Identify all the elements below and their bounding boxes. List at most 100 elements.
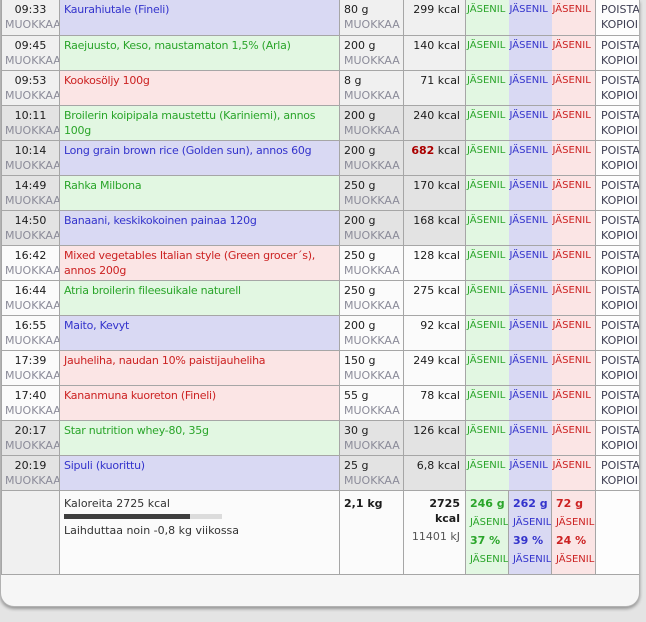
copy-link[interactable]: KOPIOI bbox=[601, 438, 639, 452]
edit-link[interactable]: MUOKKAA bbox=[5, 53, 60, 67]
members-link[interactable]: JÄSENIL bbox=[467, 459, 506, 471]
edit-link[interactable]: MUOKKAA bbox=[344, 438, 400, 452]
food-name-link[interactable]: Atria broilerin fileesuikale naturell bbox=[64, 283, 241, 297]
delete-link[interactable]: POISTA bbox=[601, 353, 640, 367]
members-link[interactable]: JÄSENIL bbox=[509, 354, 548, 366]
members-link[interactable]: JÄSENIL bbox=[467, 179, 506, 191]
edit-link[interactable]: MUOKKAA bbox=[5, 123, 60, 137]
edit-link[interactable]: MUOKKAA bbox=[344, 53, 400, 67]
members-link[interactable]: JÄSENIL bbox=[509, 144, 548, 156]
members-link[interactable]: JÄSENIL bbox=[552, 144, 591, 156]
delete-link[interactable]: POISTA bbox=[601, 178, 640, 192]
copy-link[interactable]: KOPIOI bbox=[601, 473, 639, 487]
edit-link[interactable]: MUOKKAA bbox=[5, 473, 60, 487]
edit-link[interactable]: MUOKKAA bbox=[344, 298, 400, 312]
delete-link[interactable]: POISTA bbox=[601, 248, 640, 262]
delete-link[interactable]: POISTA bbox=[601, 143, 640, 157]
members-link[interactable]: JÄSENIL bbox=[467, 249, 506, 261]
members-link[interactable]: JÄSENIL bbox=[509, 74, 548, 86]
food-name-link[interactable]: Mixed vegetables Italian style (Green gr… bbox=[64, 248, 316, 277]
members-link[interactable]: JÄSENIL bbox=[509, 459, 548, 471]
members-link[interactable]: JÄSENIL bbox=[467, 354, 506, 366]
edit-link[interactable]: MUOKKAA bbox=[5, 18, 60, 31]
food-name-link[interactable]: Kookosöljy 100g bbox=[64, 73, 150, 87]
members-link[interactable]: JÄSENIL bbox=[552, 109, 591, 121]
members-link[interactable]: JÄSENIL bbox=[467, 319, 506, 331]
members-link[interactable]: JÄSENIL bbox=[552, 319, 591, 331]
members-link[interactable]: JÄSENIL bbox=[552, 424, 591, 436]
members-link[interactable]: JÄSENIL bbox=[509, 214, 548, 226]
copy-link[interactable]: KOPIOI bbox=[601, 298, 639, 312]
members-link[interactable]: JÄSENIL bbox=[470, 516, 509, 528]
edit-link[interactable]: MUOKKAA bbox=[344, 158, 400, 172]
edit-link[interactable]: MUOKKAA bbox=[5, 403, 60, 417]
members-link[interactable]: JÄSENIL bbox=[467, 39, 506, 51]
members-link[interactable]: JÄSENIL bbox=[552, 249, 591, 261]
edit-link[interactable]: MUOKKAA bbox=[344, 263, 400, 277]
members-link[interactable]: JÄSENIL bbox=[470, 553, 509, 565]
members-link[interactable]: JÄSENIL bbox=[552, 354, 591, 366]
members-link[interactable]: JÄSENIL bbox=[556, 553, 595, 565]
members-link[interactable]: JÄSENIL bbox=[509, 109, 548, 121]
copy-link[interactable]: KOPIOI bbox=[601, 18, 639, 31]
edit-link[interactable]: MUOKKAA bbox=[5, 193, 60, 207]
copy-link[interactable]: KOPIOI bbox=[601, 333, 639, 347]
edit-link[interactable]: MUOKKAA bbox=[5, 438, 60, 452]
members-link[interactable]: JÄSENIL bbox=[509, 389, 548, 401]
edit-link[interactable]: MUOKKAA bbox=[5, 333, 60, 347]
copy-link[interactable]: KOPIOI bbox=[601, 123, 639, 137]
members-link[interactable]: JÄSENIL bbox=[467, 284, 506, 296]
edit-link[interactable]: MUOKKAA bbox=[344, 18, 400, 31]
copy-link[interactable]: KOPIOI bbox=[601, 368, 639, 382]
food-name-link[interactable]: Kaurahiutale (Fineli) bbox=[64, 3, 170, 16]
edit-link[interactable]: MUOKKAA bbox=[344, 333, 400, 347]
members-link[interactable]: JÄSENIL bbox=[552, 39, 591, 51]
members-link[interactable]: JÄSENIL bbox=[509, 4, 548, 15]
edit-link[interactable]: MUOKKAA bbox=[5, 158, 60, 172]
copy-link[interactable]: KOPIOI bbox=[601, 403, 639, 417]
members-link[interactable]: JÄSENIL bbox=[552, 284, 591, 296]
members-link[interactable]: JÄSENIL bbox=[509, 319, 548, 331]
edit-link[interactable]: MUOKKAA bbox=[344, 123, 400, 137]
copy-link[interactable]: KOPIOI bbox=[601, 263, 639, 277]
members-link[interactable]: JÄSENIL bbox=[513, 516, 552, 528]
food-name-link[interactable]: Rahka Milbona bbox=[64, 178, 142, 192]
members-link[interactable]: JÄSENIL bbox=[509, 284, 548, 296]
food-name-link[interactable]: Banaani, keskikokoinen painaa 120g bbox=[64, 213, 257, 227]
copy-link[interactable]: KOPIOI bbox=[601, 158, 639, 172]
edit-link[interactable]: MUOKKAA bbox=[344, 193, 400, 207]
edit-link[interactable]: MUOKKAA bbox=[344, 228, 400, 242]
delete-link[interactable]: POISTA bbox=[601, 283, 640, 297]
edit-link[interactable]: MUOKKAA bbox=[344, 368, 400, 382]
members-link[interactable]: JÄSENIL bbox=[513, 553, 552, 565]
edit-link[interactable]: MUOKKAA bbox=[344, 473, 400, 487]
edit-link[interactable]: MUOKKAA bbox=[5, 88, 60, 102]
members-link[interactable]: JÄSENIL bbox=[467, 214, 506, 226]
members-link[interactable]: JÄSENIL bbox=[509, 249, 548, 261]
members-link[interactable]: JÄSENIL bbox=[467, 389, 506, 401]
delete-link[interactable]: POISTA bbox=[601, 3, 640, 16]
members-link[interactable]: JÄSENIL bbox=[552, 459, 591, 471]
members-link[interactable]: JÄSENIL bbox=[509, 179, 548, 191]
edit-link[interactable]: MUOKKAA bbox=[5, 368, 60, 382]
members-link[interactable]: JÄSENIL bbox=[467, 109, 506, 121]
food-name-link[interactable]: Maito, Kevyt bbox=[64, 318, 130, 332]
members-link[interactable]: JÄSENIL bbox=[467, 74, 506, 86]
food-name-link[interactable]: Jauheliha, naudan 10% paistijauheliha bbox=[64, 353, 266, 367]
food-name-link[interactable]: Broilerin koipipala maustettu (Kariniemi… bbox=[64, 108, 316, 137]
members-link[interactable]: JÄSENIL bbox=[467, 144, 506, 156]
food-name-link[interactable]: Raejuusto, Keso, maustamaton 1,5% (Arla) bbox=[64, 38, 291, 52]
delete-link[interactable]: POISTA bbox=[601, 458, 640, 472]
copy-link[interactable]: KOPIOI bbox=[601, 193, 639, 207]
delete-link[interactable]: POISTA bbox=[601, 213, 640, 227]
food-name-link[interactable]: Long grain brown rice (Golden sun), anno… bbox=[64, 143, 312, 157]
members-link[interactable]: JÄSENIL bbox=[552, 4, 591, 15]
copy-link[interactable]: KOPIOI bbox=[601, 88, 639, 102]
delete-link[interactable]: POISTA bbox=[601, 318, 640, 332]
food-name-link[interactable]: Sipuli (kuorittu) bbox=[64, 458, 145, 472]
members-link[interactable]: JÄSENIL bbox=[552, 214, 591, 226]
copy-link[interactable]: KOPIOI bbox=[601, 228, 639, 242]
edit-link[interactable]: MUOKKAA bbox=[5, 298, 60, 312]
members-link[interactable]: JÄSENIL bbox=[467, 4, 506, 15]
delete-link[interactable]: POISTA bbox=[601, 73, 640, 87]
